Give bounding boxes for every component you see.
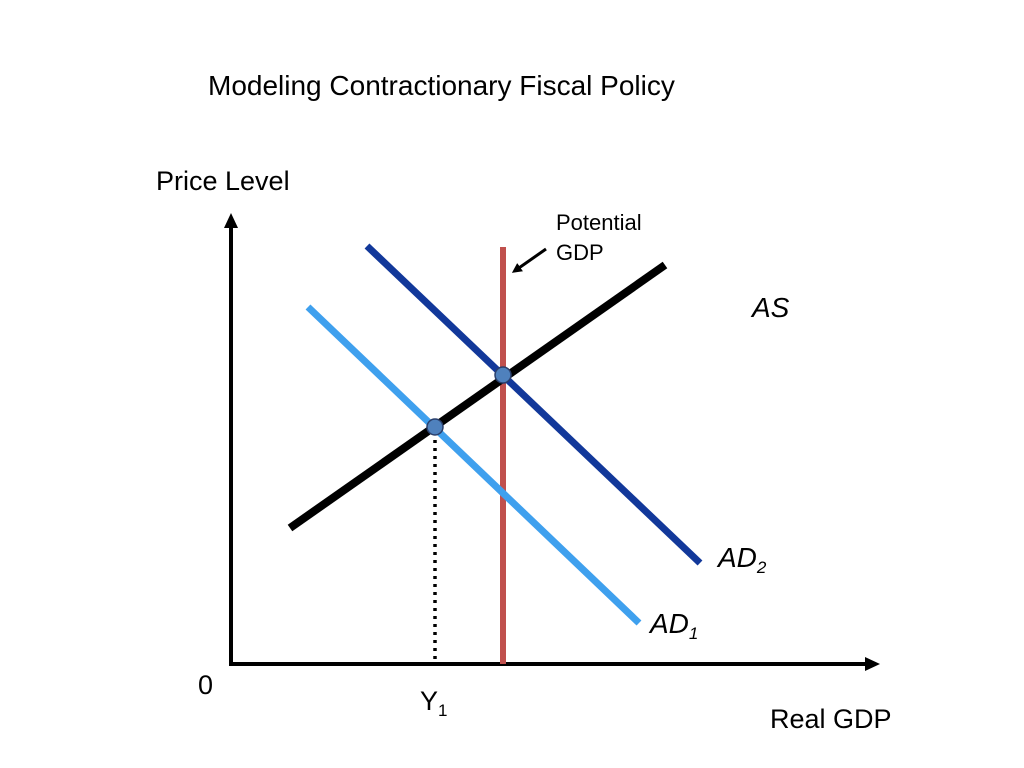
potential-gdp-label-line2: GDP bbox=[556, 240, 604, 265]
as-curve-label: AS bbox=[752, 292, 790, 323]
x-axis-label: Real GDP bbox=[770, 704, 892, 734]
x-axis-arrow bbox=[865, 657, 880, 671]
ad1-curve bbox=[305, 304, 642, 626]
ad2-curve-label: AD2 bbox=[718, 542, 767, 577]
potential-gdp-label: Potential GDP bbox=[556, 208, 642, 268]
origin-label: 0 bbox=[198, 670, 214, 700]
ad1-label-subscript: 1 bbox=[688, 624, 699, 643]
as-curve bbox=[287, 261, 668, 532]
ad2-label-main: AD bbox=[718, 542, 757, 573]
diagram-title: Modeling Contractionary Fiscal Policy bbox=[208, 70, 675, 101]
equilibrium-point-ad2 bbox=[494, 366, 512, 384]
y1-label-subscript: 1 bbox=[438, 701, 448, 720]
y1-label: Y1 bbox=[420, 686, 448, 720]
ad1-curve-label: AD1 bbox=[650, 608, 699, 643]
y-axis-arrow bbox=[224, 213, 238, 228]
y-axis-label: Price Level bbox=[156, 166, 290, 196]
potential-gdp-label-line1: Potential bbox=[556, 210, 642, 235]
equilibrium-point-ad1 bbox=[426, 418, 444, 436]
potential-gdp-pointer-arrow bbox=[511, 247, 547, 273]
ad1-label-main: AD bbox=[650, 608, 689, 639]
ad2-label-subscript: 2 bbox=[756, 558, 767, 577]
ad2-curve bbox=[364, 243, 703, 566]
y1-label-main: Y bbox=[420, 686, 439, 716]
